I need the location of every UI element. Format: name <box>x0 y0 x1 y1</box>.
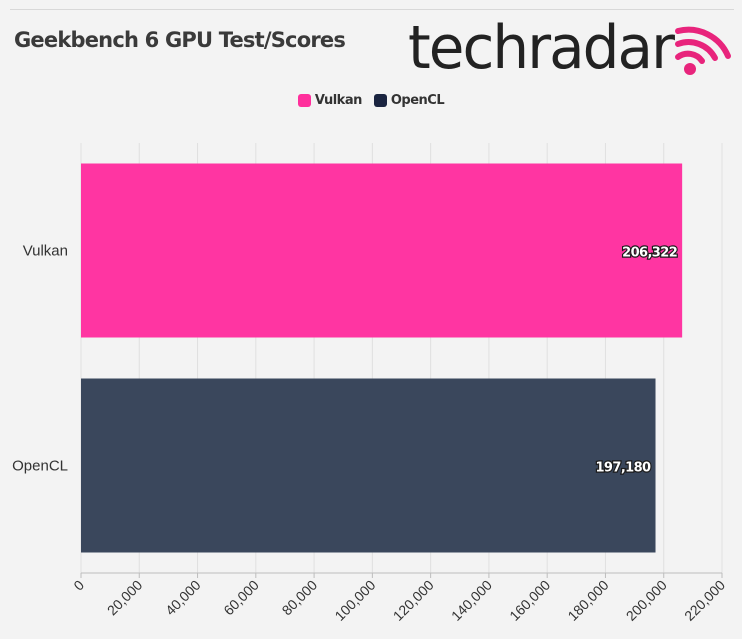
x-tick-label: 140,000 <box>448 577 495 624</box>
bar-opencl[interactable] <box>81 378 656 553</box>
x-tick-label: 120,000 <box>390 577 437 624</box>
tick-labels: 0 20,000 40,000 60,000 80,000 100,000 120,000 1… <box>70 577 728 624</box>
legend-label-opencl: OpenCL <box>390 93 445 108</box>
x-tick-label: 80,000 <box>279 577 321 619</box>
broadcast-waves-icon <box>675 26 731 75</box>
logo-text: techradar <box>408 18 675 82</box>
data-label-opencl: 197,180 <box>595 461 651 476</box>
data-label-vulkan: 206,322 <box>622 246 677 261</box>
category-label-vulkan: Vulkan <box>23 243 68 260</box>
techradar-logo: techradar <box>408 18 731 82</box>
x-tick-label: 180,000 <box>564 577 611 624</box>
legend: Vulkan OpenCL <box>0 93 742 108</box>
x-tick-label: 60,000 <box>220 577 262 619</box>
top-divider <box>10 9 734 10</box>
bars: 206,322 197,180 <box>81 163 683 553</box>
x-tick-label: 220,000 <box>681 577 728 624</box>
x-tick-label: 20,000 <box>104 577 146 619</box>
chart-title: Geekbench 6 GPU Test/Scores <box>14 28 346 52</box>
bar-vulkan[interactable] <box>81 163 683 338</box>
legend-swatch-vulkan <box>297 94 311 107</box>
x-tick-label: 160,000 <box>506 577 553 624</box>
legend-label-vulkan: Vulkan <box>314 93 362 108</box>
legend-item-opencl[interactable]: OpenCL <box>373 93 445 108</box>
category-label-opencl: OpenCL <box>12 458 68 475</box>
category-labels: Vulkan OpenCL <box>12 243 68 475</box>
x-tick-label: 0 <box>70 577 87 594</box>
legend-swatch-opencl <box>373 94 387 107</box>
legend-item-vulkan[interactable]: Vulkan <box>297 93 362 108</box>
x-tick-label: 200,000 <box>623 577 670 624</box>
x-tick-label: 100,000 <box>331 577 378 624</box>
x-tick-label: 40,000 <box>162 577 204 619</box>
